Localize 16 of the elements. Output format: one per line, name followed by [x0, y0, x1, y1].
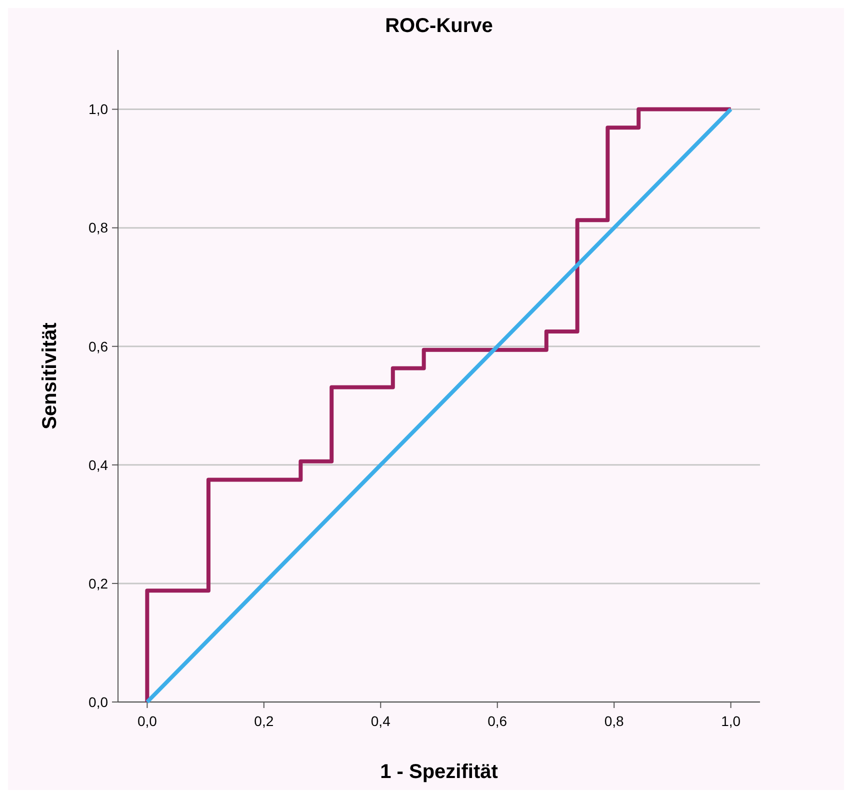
x-tick-label: 0,6	[488, 713, 508, 729]
x-tick-label: 0,0	[137, 713, 158, 729]
line-series	[145, 107, 733, 704]
y-tick-label: 0,2	[88, 575, 108, 592]
x-tick-label: 1,0	[721, 713, 741, 729]
y-tick-label: 0,0	[88, 694, 108, 710]
y-axis-title: Sensitivität	[39, 322, 61, 430]
x-tick-label: 0,8	[604, 713, 624, 729]
chart-title: ROC-Kurve	[385, 15, 493, 37]
y-tick-label: 0,8	[88, 220, 108, 236]
x-axis-title: 1 - Spezifität	[380, 761, 498, 783]
x-tick-label: 0,4	[370, 713, 391, 729]
x-tick-label: 0,2	[254, 713, 274, 729]
y-tick-label: 1,0	[88, 101, 108, 118]
y-tick-label: 0,4	[88, 456, 108, 473]
y-tick-label: 0,6	[88, 338, 108, 354]
